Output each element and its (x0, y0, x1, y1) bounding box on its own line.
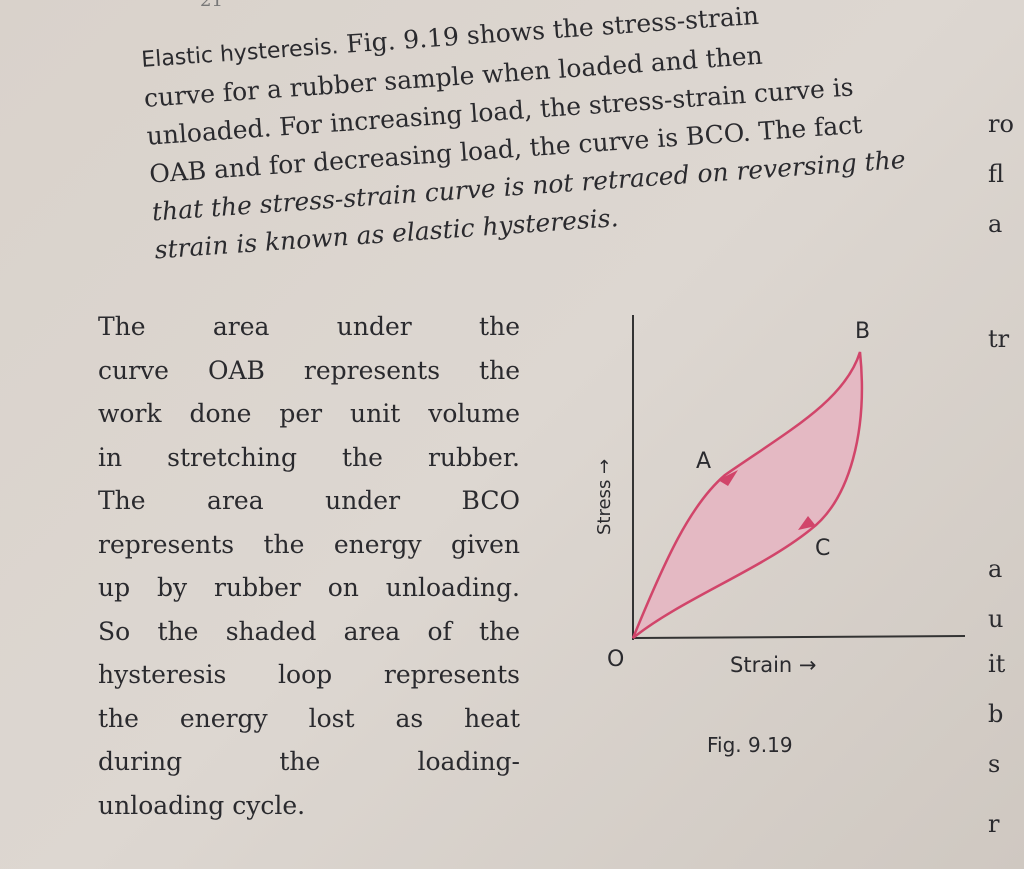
margin-fragment: b (988, 700, 1004, 728)
hysteresis-loop (631, 351, 864, 639)
text-line: represents the energy given (98, 529, 520, 559)
text-line: unloading cycle. (98, 790, 306, 820)
y-axis-label: Stress → (594, 459, 615, 535)
x-axis (632, 635, 966, 639)
margin-fragment: a (988, 555, 1003, 583)
text-line: the energy lost as heat (98, 703, 520, 733)
point-label: B (855, 319, 870, 344)
page-number: 21 (200, 0, 223, 11)
text-line: The area under the (98, 312, 520, 341)
arrow (798, 516, 816, 530)
text-line: curve OAB represents the (98, 355, 520, 385)
arrow (718, 470, 738, 486)
text-line: The area under BCO (98, 486, 520, 515)
text-line: in stretching the rubber. (98, 442, 520, 472)
margin-fragment: u (988, 605, 1004, 633)
caption: Fig. 9.19 (707, 733, 793, 757)
point-label: O (607, 647, 624, 672)
x-axis-label: Strain → (730, 653, 816, 677)
text-line: work done per unit volume (98, 399, 520, 428)
paragraph: The area under the curve OAB represents t… (98, 305, 520, 827)
text-line: during the loading- (98, 747, 520, 776)
margin-fragment: tr (988, 325, 1010, 353)
point-label: C (815, 536, 830, 561)
text-line: up by rubber on unloading. (98, 573, 520, 602)
margin-fragment: r (988, 810, 1000, 838)
margin-fragment: it (988, 650, 1006, 678)
margin-fragment: fl (988, 160, 1005, 188)
margin-fragment: ro (988, 110, 1014, 138)
point-label: A (696, 449, 711, 474)
text-line: So the shaded area of the (98, 616, 520, 646)
margin-fragment: a (988, 210, 1003, 238)
text-line: hysteresis loop represents (98, 660, 520, 689)
margin-fragment: s (988, 750, 1001, 778)
